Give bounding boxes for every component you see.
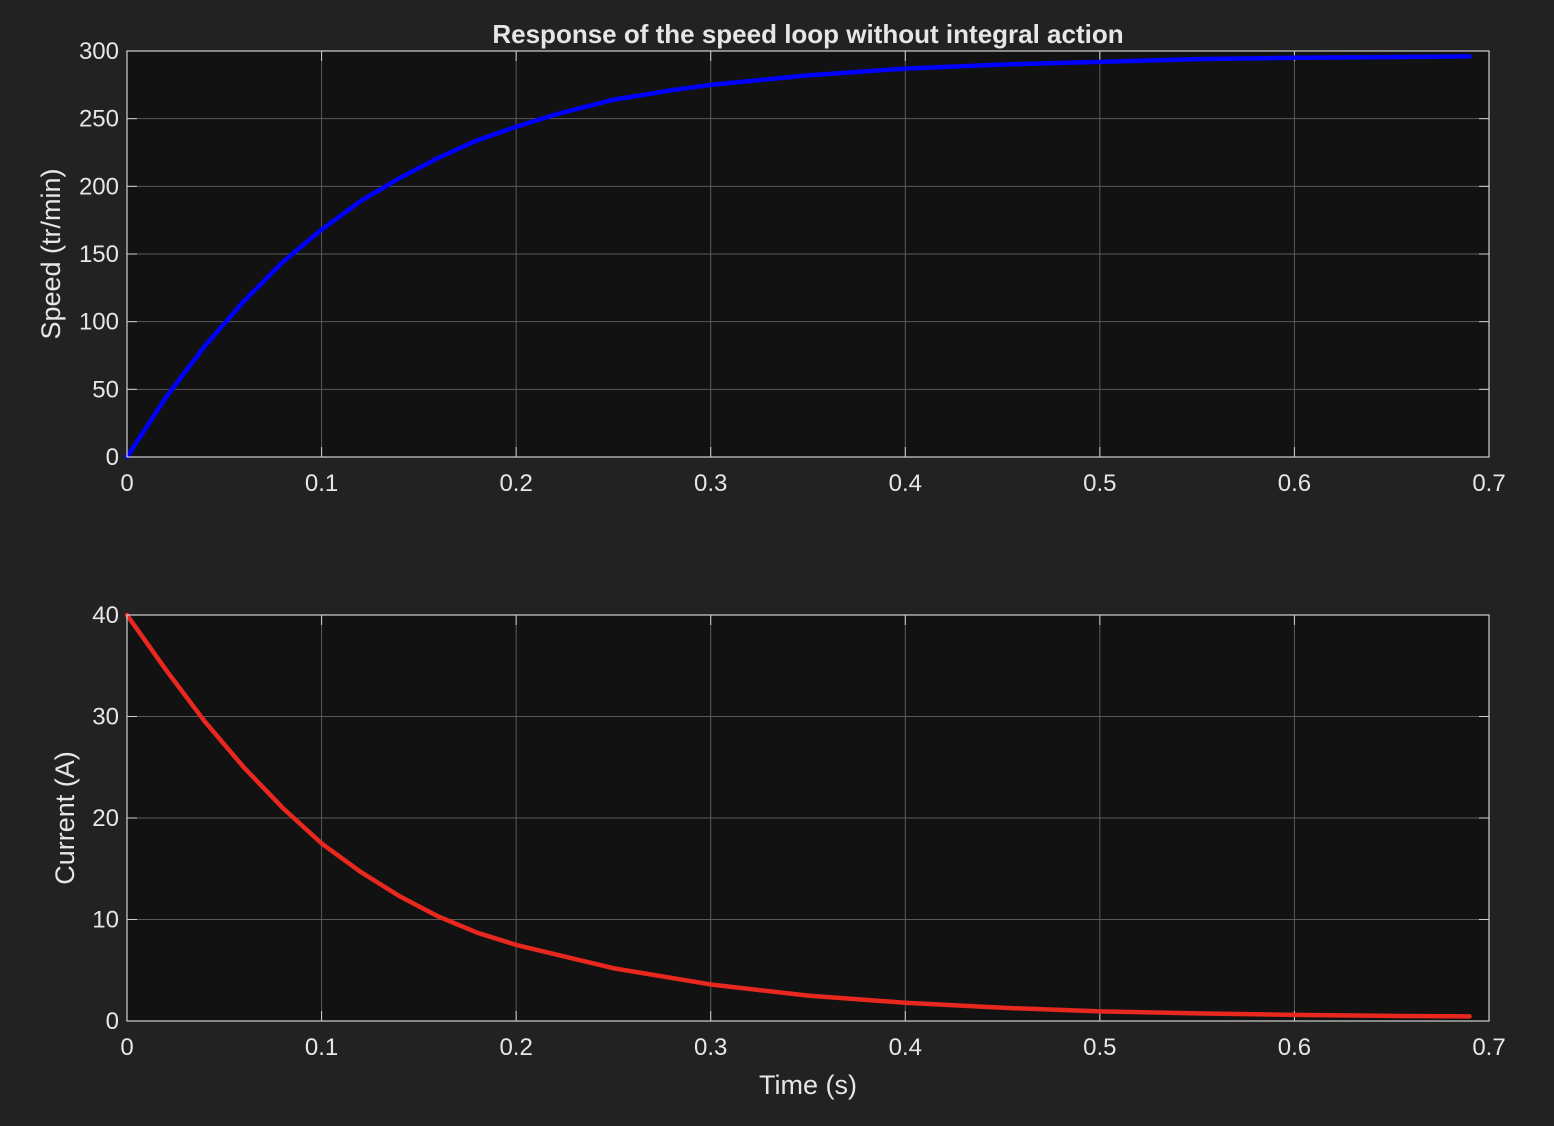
series-line-0	[124, 612, 1472, 1019]
x-tick-label: 0.7	[1472, 1034, 1505, 1061]
x-tick-label: 0.1	[305, 1034, 338, 1061]
y-tick-label: 0	[106, 1008, 119, 1035]
y-tick-label: 50	[92, 376, 119, 403]
x-tick-label: 0.1	[305, 470, 338, 497]
y-tick-label: 30	[92, 704, 119, 731]
y-tick-label: 40	[92, 602, 119, 629]
axes-box	[126, 50, 1490, 458]
x-tick-label: 0.5	[1083, 470, 1116, 497]
y-tick-label: 300	[79, 38, 119, 65]
x-tick-label: 0.6	[1278, 1034, 1311, 1061]
x-tick-label: 0.4	[889, 1034, 922, 1061]
x-tick-label: 0.2	[499, 470, 532, 497]
x-axis-label: Time (s)	[759, 1070, 857, 1100]
y-tick-label: 0	[106, 444, 119, 471]
y-tick-label: 10	[92, 907, 119, 934]
y-axis-label: Current (A)	[50, 751, 80, 885]
y-tick-label: 150	[79, 241, 119, 268]
axes-box	[126, 614, 1490, 1022]
x-tick-label: 0.3	[694, 1034, 727, 1061]
x-tick-label: 0.2	[499, 1034, 532, 1061]
x-tick-label: 0.3	[694, 470, 727, 497]
speed-plot: 0 0.1 0.2 0.3 0.4 0.5 0.6 0.7 0 50 100 150 200 250 300…	[36, 19, 1506, 497]
y-tick-label: 100	[79, 309, 119, 336]
y-tick-label: 200	[79, 173, 119, 200]
y-tick-label: 250	[79, 106, 119, 133]
y-tick-label: 20	[92, 805, 119, 832]
x-tick-label: 0.6	[1278, 470, 1311, 497]
x-tick-label: 0.7	[1472, 470, 1505, 497]
x-tick-label: 0	[120, 470, 133, 497]
series-line-0	[124, 54, 1472, 460]
x-tick-label: 0	[120, 1034, 133, 1061]
x-tick-label: 0.4	[889, 470, 922, 497]
x-tick-label: 0.5	[1083, 1034, 1116, 1061]
chart-title: Response of the speed loop without integ…	[492, 19, 1123, 49]
y-axis-label: Speed (tr/min)	[36, 168, 66, 339]
current-plot: 0 0.1 0.2 0.3 0.4 0.5 0.6 0.7 0 10 20 30 40 Current (…	[50, 602, 1506, 1100]
